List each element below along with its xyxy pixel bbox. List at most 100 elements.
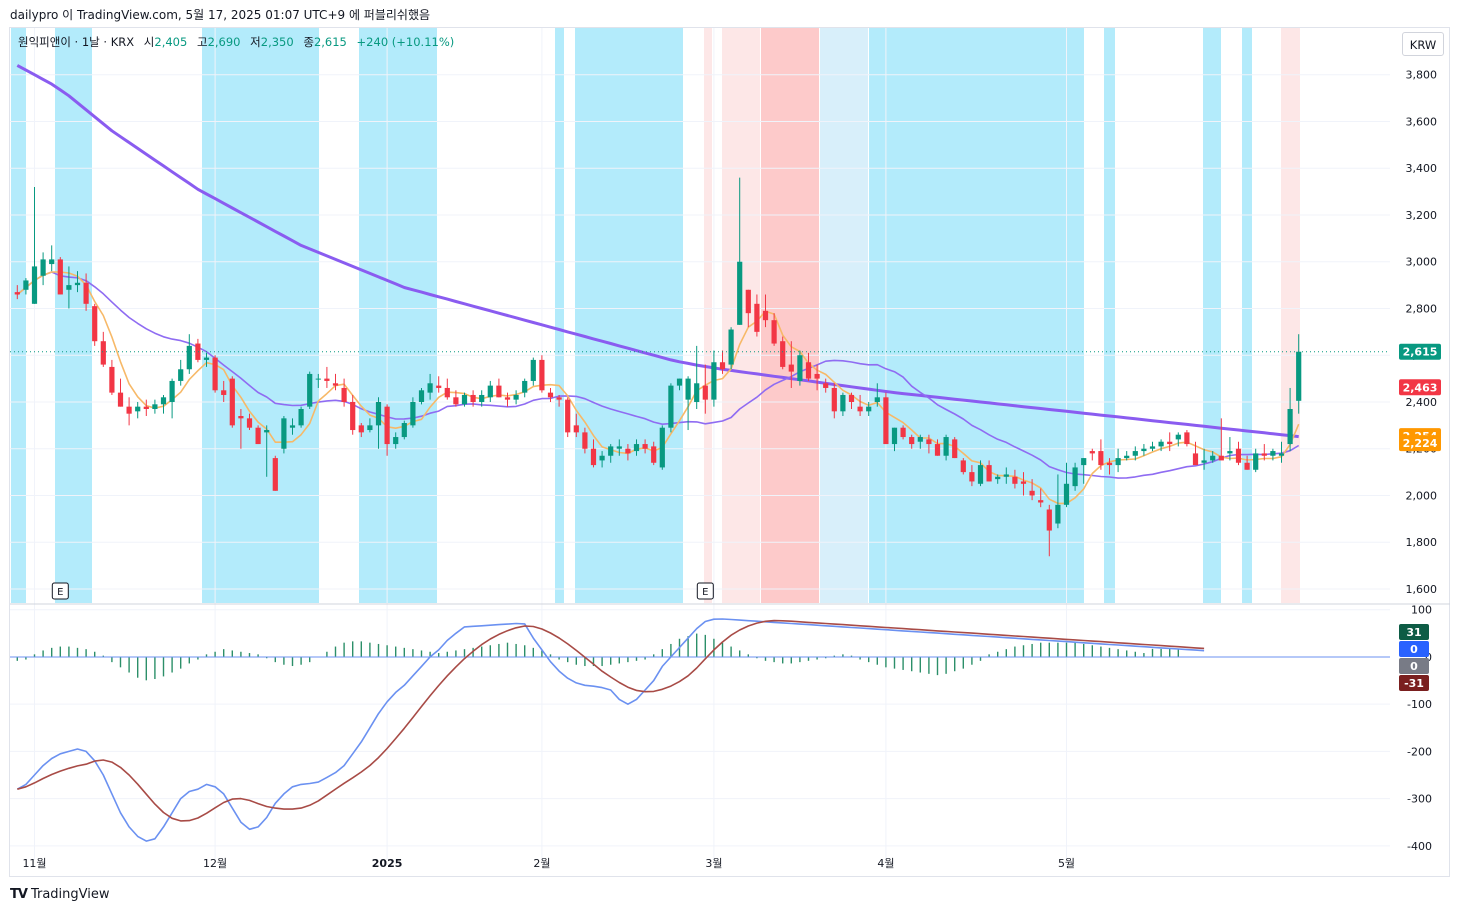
candle-body [1253, 453, 1259, 470]
price-tick-label: 1,600 [1406, 583, 1438, 596]
candle-body [694, 383, 700, 402]
candle-body [1296, 351, 1302, 401]
candle-body [762, 310, 769, 321]
close-label: 종 [303, 35, 314, 49]
candle-body [934, 444, 941, 456]
candle-body [1244, 462, 1250, 470]
background-band [202, 28, 319, 603]
candle-body [203, 357, 210, 360]
candle-body [1046, 509, 1052, 531]
candle-body [831, 387, 837, 412]
high-value: 2,690 [207, 35, 241, 49]
earnings-marker-label: E [702, 587, 708, 598]
candle-body [1261, 453, 1267, 456]
candle-body [307, 373, 313, 407]
macd-badge [1399, 675, 1429, 691]
candle-body [341, 387, 347, 402]
candle-body [702, 385, 708, 400]
candle-body [719, 362, 726, 370]
candle-body [238, 416, 244, 419]
candle-body [1201, 460, 1207, 463]
price-tick-label: 3,000 [1406, 256, 1438, 269]
candle-body [1072, 467, 1078, 487]
candle-body [272, 458, 278, 491]
symbol-name[interactable]: 원익피앤이 · 1날 · KRX [18, 35, 135, 49]
candle-body [169, 380, 175, 402]
open-value: 2,405 [154, 35, 188, 49]
time-tick-label: 3월 [705, 857, 722, 870]
earnings-marker-label: E [57, 587, 63, 598]
candle-body [522, 380, 528, 393]
background-band [359, 28, 437, 603]
candle-body [83, 282, 89, 304]
candle-body [771, 320, 777, 344]
candle-body [246, 418, 253, 428]
candle-body [900, 427, 906, 438]
candle-body [866, 406, 872, 412]
candle-body [384, 406, 390, 445]
macd-line [16, 618, 1205, 842]
candle-body [960, 460, 966, 473]
candle-body [358, 425, 364, 433]
candle-body [1270, 451, 1276, 456]
chart-frame [9, 27, 1450, 877]
time-tick-label: 12월 [203, 857, 227, 870]
candle-body [461, 394, 468, 405]
candle-body [212, 357, 218, 391]
candle-body [1089, 451, 1095, 454]
candle-body [797, 355, 803, 381]
candle-body [487, 385, 493, 398]
candle-body [883, 397, 889, 445]
candle-body [1210, 455, 1216, 461]
macd-tick-label: 100 [1411, 604, 1432, 617]
candle-body [375, 401, 382, 426]
candle-body [556, 397, 562, 400]
candle-body [1063, 483, 1070, 505]
candle-body [711, 362, 717, 400]
candle-body [1184, 432, 1190, 445]
candle-body [410, 401, 416, 426]
price-tick-label: 3,200 [1406, 209, 1438, 222]
macd-badge-label: 0 [1410, 660, 1418, 673]
candle-body [590, 448, 597, 466]
price-badge [1399, 343, 1441, 360]
candle-body [1192, 453, 1199, 466]
symbol-legend[interactable]: 원익피앤이 · 1날 · KRX 시2,405 고2,690 저2,350 종2… [18, 34, 454, 50]
time-tick-label: 4월 [877, 857, 894, 870]
price-tick-label: 3,800 [1406, 69, 1438, 82]
candle-body [986, 465, 992, 482]
candle-body [1098, 451, 1104, 466]
time-tick-label: 2025 [372, 857, 403, 870]
candle-body [496, 385, 502, 398]
background-band [575, 28, 683, 603]
candle-body [332, 383, 339, 386]
candle-body [780, 341, 786, 367]
candle-body [969, 472, 975, 482]
candle-body [178, 369, 184, 381]
candle-body [1012, 476, 1018, 484]
ma-mid-line [16, 271, 1300, 479]
price-tick-label: 2,000 [1406, 489, 1438, 502]
candle-body [1132, 451, 1138, 456]
candle-body [513, 394, 519, 400]
candle-body [926, 439, 932, 445]
macd-signal-line [17, 619, 1205, 822]
candle-body [152, 404, 158, 409]
brand-footer[interactable]: TV TradingView [10, 887, 109, 902]
candle-body [977, 465, 984, 484]
time-tick-label: 2월 [533, 857, 550, 870]
candle-body [539, 359, 545, 391]
macd-tick-label: -100 [1407, 698, 1432, 711]
candle-body [281, 418, 287, 449]
price-tick-label: 1,800 [1406, 536, 1438, 549]
currency-button[interactable]: KRW [1402, 32, 1444, 56]
price-tick-label: 3,600 [1406, 115, 1438, 128]
macd-badge [1399, 641, 1429, 657]
candle-body [264, 430, 270, 433]
candle-body [737, 261, 743, 325]
candle-body [160, 397, 167, 405]
macd-tick-label: -400 [1407, 840, 1432, 853]
candle-body [298, 408, 304, 426]
price-badge-label: 2,615 [1403, 346, 1438, 359]
